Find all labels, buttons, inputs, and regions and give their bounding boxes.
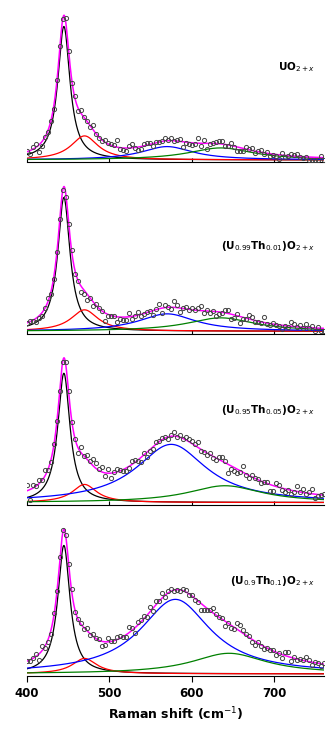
Text: UO$_{2+x}$: UO$_{2+x}$ bbox=[278, 60, 315, 74]
Text: (U$_{0.9}$Th$_{0.1}$)O$_{2+x}$: (U$_{0.9}$Th$_{0.1}$)O$_{2+x}$ bbox=[230, 574, 315, 588]
Text: (U$_{0.95}$Th$_{0.05}$)O$_{2+x}$: (U$_{0.95}$Th$_{0.05}$)O$_{2+x}$ bbox=[221, 403, 315, 417]
Text: (U$_{0.99}$Th$_{0.01}$)O$_{2+x}$: (U$_{0.99}$Th$_{0.01}$)O$_{2+x}$ bbox=[221, 239, 315, 254]
X-axis label: Raman shift (cm$^{-1}$): Raman shift (cm$^{-1}$) bbox=[108, 705, 243, 723]
